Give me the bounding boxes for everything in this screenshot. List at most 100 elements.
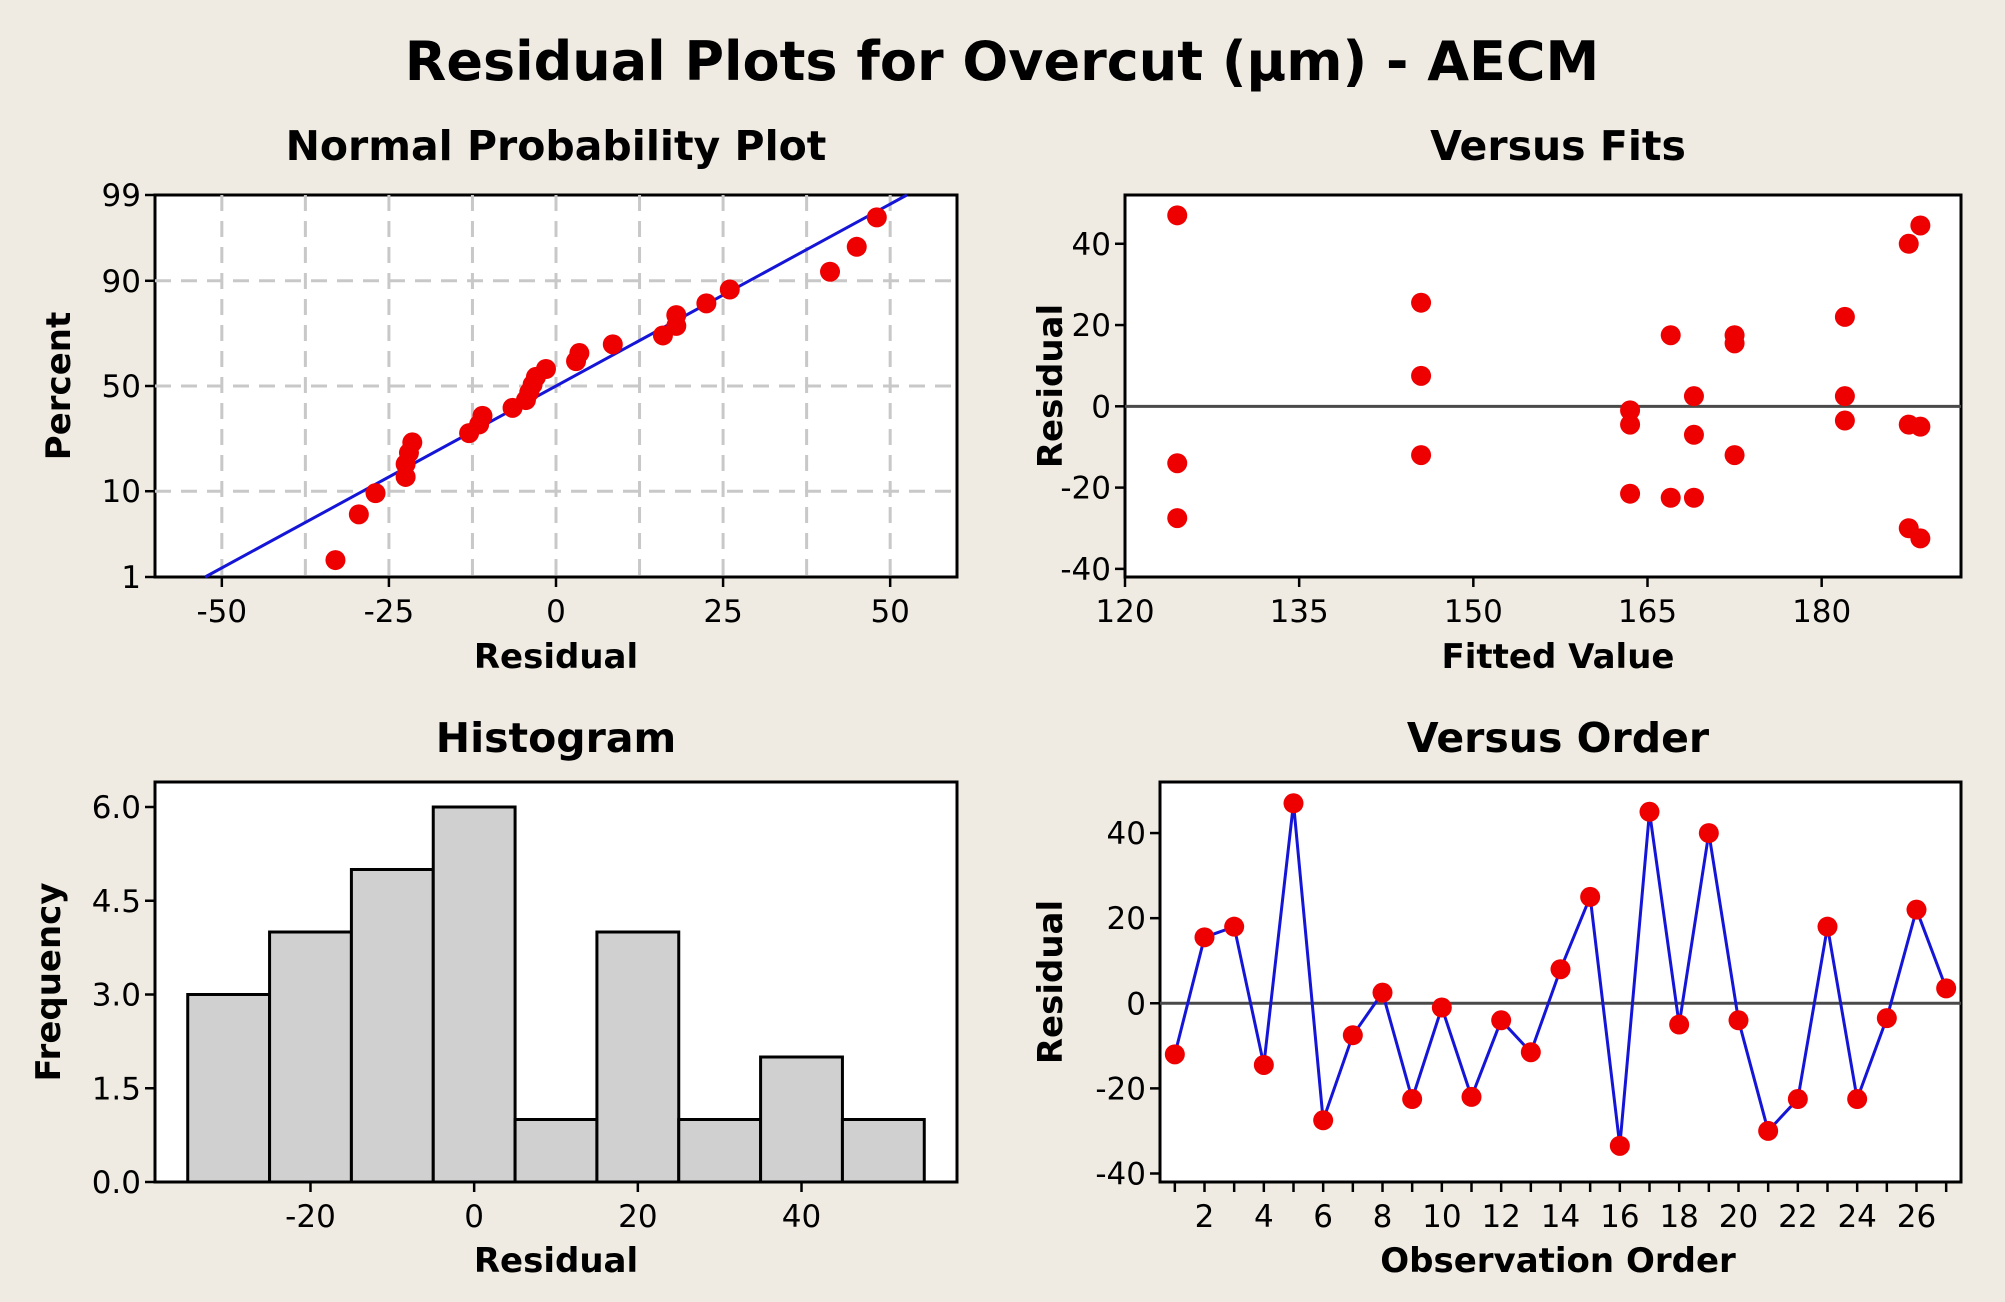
npp-x-tick-label: -25 bbox=[364, 594, 415, 630]
fits-point bbox=[1411, 445, 1432, 466]
normal-probability-plot-ylabel: Percent bbox=[39, 312, 79, 460]
versus-order-xlabel: Observation Order bbox=[1380, 1241, 1736, 1281]
order-point bbox=[1936, 978, 1957, 999]
npp-point bbox=[569, 343, 590, 364]
hist-y-tick-label: 3.0 bbox=[92, 978, 141, 1014]
normal-probability-plot-panel: Normal Probability Plot Residual Percent… bbox=[39, 122, 959, 677]
normal-probability-plot-xlabel: Residual bbox=[474, 637, 638, 677]
versus-order-ylabel: Residual bbox=[1031, 900, 1071, 1064]
fits-y-tick-label: -20 bbox=[1060, 471, 1111, 507]
order-point bbox=[1580, 886, 1601, 907]
order-x-tick-label: 2 bbox=[1195, 1199, 1215, 1235]
order-point bbox=[1402, 1089, 1423, 1110]
fits-y-tick-label: 20 bbox=[1072, 308, 1111, 344]
npp-point bbox=[402, 432, 423, 453]
order-point bbox=[1669, 1014, 1690, 1035]
order-x-tick-label: 26 bbox=[1897, 1199, 1936, 1235]
versus-fits-panel: Versus Fits Fitted Value Residual 120 135… bbox=[1031, 122, 1963, 677]
fits-point bbox=[1660, 325, 1681, 346]
fits-point bbox=[1411, 292, 1432, 313]
order-y-tick-label: -40 bbox=[1095, 1156, 1146, 1192]
order-point bbox=[1758, 1120, 1779, 1141]
order-point bbox=[1550, 959, 1571, 980]
normal-probability-plot-title: Normal Probability Plot bbox=[286, 122, 827, 170]
fits-point bbox=[1683, 386, 1704, 407]
order-point bbox=[1164, 1044, 1185, 1065]
histogram-xlabel: Residual bbox=[474, 1241, 638, 1281]
order-x-tick-label: 6 bbox=[1313, 1199, 1333, 1235]
hist-x-tick-label: 40 bbox=[782, 1199, 821, 1235]
order-point bbox=[1253, 1054, 1274, 1075]
npp-point bbox=[820, 261, 841, 282]
order-point bbox=[1461, 1086, 1482, 1107]
hist-y-tick-label: 4.5 bbox=[92, 884, 141, 920]
figure-title: Residual Plots for Overcut (µm) - AECM bbox=[405, 30, 1600, 93]
versus-fits-ylabel: Residual bbox=[1031, 304, 1071, 468]
npp-y-tick-label: 10 bbox=[102, 474, 141, 510]
order-x-tick-label: 22 bbox=[1778, 1199, 1817, 1235]
fits-point bbox=[1910, 215, 1931, 236]
order-x-tick-label: 24 bbox=[1837, 1199, 1876, 1235]
fits-y-tick-label: 40 bbox=[1072, 227, 1111, 263]
fits-point bbox=[1683, 424, 1704, 445]
npp-point bbox=[866, 207, 887, 228]
fits-y-tick-label: -40 bbox=[1060, 552, 1111, 588]
fits-point bbox=[1724, 333, 1745, 354]
order-x-tick-label: 10 bbox=[1422, 1199, 1461, 1235]
npp-y-tick-label: 99 bbox=[102, 178, 141, 214]
fits-x-tick-label: 120 bbox=[1095, 594, 1154, 630]
versus-order-title: Versus Order bbox=[1407, 714, 1710, 762]
versus-order-plot-area bbox=[1158, 780, 1963, 1184]
order-y-tick-label: 20 bbox=[1107, 901, 1146, 937]
order-point bbox=[1224, 916, 1245, 937]
histogram-bar bbox=[431, 805, 517, 1184]
npp-point bbox=[348, 504, 369, 525]
npp-y-tick-label: 90 bbox=[102, 264, 141, 300]
versus-fits-title: Versus Fits bbox=[1430, 122, 1686, 170]
order-x-tick-label: 8 bbox=[1373, 1199, 1393, 1235]
order-y-tick-label: 0 bbox=[1126, 986, 1146, 1022]
hist-x-tick-label: 20 bbox=[618, 1199, 657, 1235]
order-point bbox=[1283, 793, 1304, 814]
npp-point bbox=[325, 550, 346, 571]
npp-point bbox=[666, 305, 687, 326]
order-point bbox=[1847, 1089, 1868, 1110]
fits-point bbox=[1834, 386, 1855, 407]
order-point bbox=[1431, 997, 1452, 1018]
order-point bbox=[1372, 982, 1393, 1003]
order-x-tick-label: 12 bbox=[1481, 1199, 1520, 1235]
order-x-tick-label: 14 bbox=[1541, 1199, 1580, 1235]
fits-point bbox=[1834, 410, 1855, 431]
order-point bbox=[1520, 1042, 1541, 1063]
npp-point bbox=[846, 236, 867, 257]
order-point bbox=[1313, 1110, 1334, 1131]
order-point bbox=[1609, 1135, 1630, 1156]
fits-point bbox=[1910, 528, 1931, 549]
hist-x-tick-label: 0 bbox=[464, 1199, 484, 1235]
order-x-tick-label: 16 bbox=[1600, 1199, 1639, 1235]
histogram-bar bbox=[759, 1055, 844, 1184]
versus-fits-plot-area bbox=[1123, 193, 1963, 579]
fits-point bbox=[1167, 453, 1188, 474]
order-point bbox=[1876, 1008, 1897, 1029]
npp-point bbox=[719, 279, 740, 300]
order-y-tick-label: -20 bbox=[1095, 1071, 1146, 1107]
fits-point bbox=[1167, 205, 1188, 226]
histogram-bar bbox=[349, 868, 435, 1184]
hist-y-tick-label: 1.5 bbox=[92, 1071, 141, 1107]
fits-x-tick-label: 165 bbox=[1618, 594, 1677, 630]
npp-y-tick-label: 50 bbox=[102, 369, 141, 405]
histogram-bar bbox=[513, 1118, 599, 1184]
hist-y-tick-label: 6.0 bbox=[92, 790, 141, 826]
fits-point bbox=[1411, 365, 1432, 386]
order-point bbox=[1817, 916, 1838, 937]
fits-point bbox=[1683, 487, 1704, 508]
npp-point bbox=[696, 293, 717, 314]
histogram-bar bbox=[595, 930, 681, 1184]
order-point bbox=[1906, 899, 1927, 920]
fits-point bbox=[1834, 306, 1855, 327]
fits-point bbox=[1724, 445, 1745, 466]
npp-fitted-line bbox=[204, 193, 908, 579]
fits-x-tick-label: 180 bbox=[1792, 594, 1851, 630]
